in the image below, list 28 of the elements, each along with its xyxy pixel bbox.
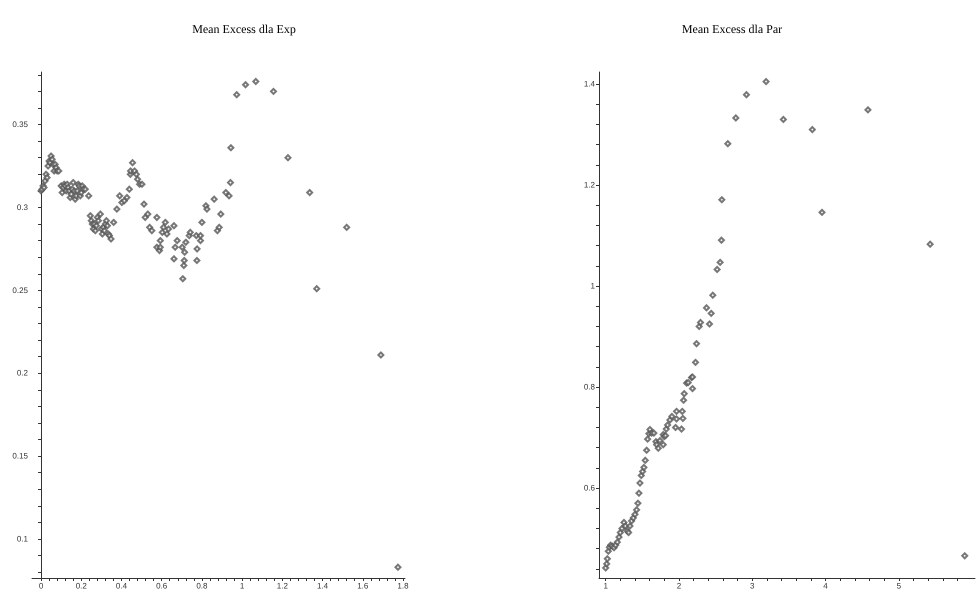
x-tick-label: 1.2 (276, 582, 288, 590)
x-tick-label: 0.8 (196, 582, 208, 590)
chart-title: Mean Excess dla Par (682, 22, 782, 36)
y-tick-label: 0.1 (16, 534, 29, 544)
x-tick-label: 0.4 (116, 582, 128, 590)
x-tick-label: 1 (603, 582, 608, 590)
y-tick-label: 0.6 (584, 484, 596, 493)
y-tick-label: 0.8 (584, 382, 596, 392)
x-tick-label: 3 (750, 582, 755, 590)
x-tick-label: 0.6 (156, 582, 168, 590)
x-tick-label: 1.8 (397, 582, 410, 590)
y-tick-label: 1.2 (584, 180, 596, 190)
y-tick-label: 0.25 (12, 286, 29, 295)
x-tick-label: 5 (896, 582, 902, 590)
x-tick-label: 1.6 (357, 582, 369, 590)
y-tick-label: 1 (590, 282, 596, 291)
x-tick-label: 2 (676, 582, 682, 590)
x-tick-label: 1.4 (316, 582, 329, 590)
y-tick-label: 0.2 (16, 368, 29, 378)
x-tick-label: 4 (823, 582, 828, 590)
x-tick-label: 0.2 (76, 582, 88, 590)
x-tick-label: 0 (38, 582, 44, 590)
y-tick-label: 0.3 (16, 202, 29, 212)
y-tick-label: 1.4 (584, 80, 596, 89)
chart-title: Mean Excess dla Exp (192, 22, 296, 36)
y-tick-label: 0.15 (12, 452, 29, 461)
y-tick-label: 0.35 (12, 120, 29, 130)
x-tick-label: 1 (240, 582, 245, 590)
